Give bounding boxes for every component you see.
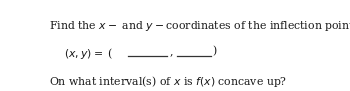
Text: ): ) xyxy=(212,46,216,56)
Text: On what interval(s) of $x$ is $f(x)$ concave up?: On what interval(s) of $x$ is $f(x)$ con… xyxy=(49,74,287,89)
Text: Find the $x-$ and $y-$coordinates of the inflection point of $f(x)$.: Find the $x-$ and $y-$coordinates of the… xyxy=(49,19,350,33)
Text: ,: , xyxy=(170,46,173,56)
Text: $(x, y) = $ (: $(x, y) = $ ( xyxy=(64,46,113,61)
